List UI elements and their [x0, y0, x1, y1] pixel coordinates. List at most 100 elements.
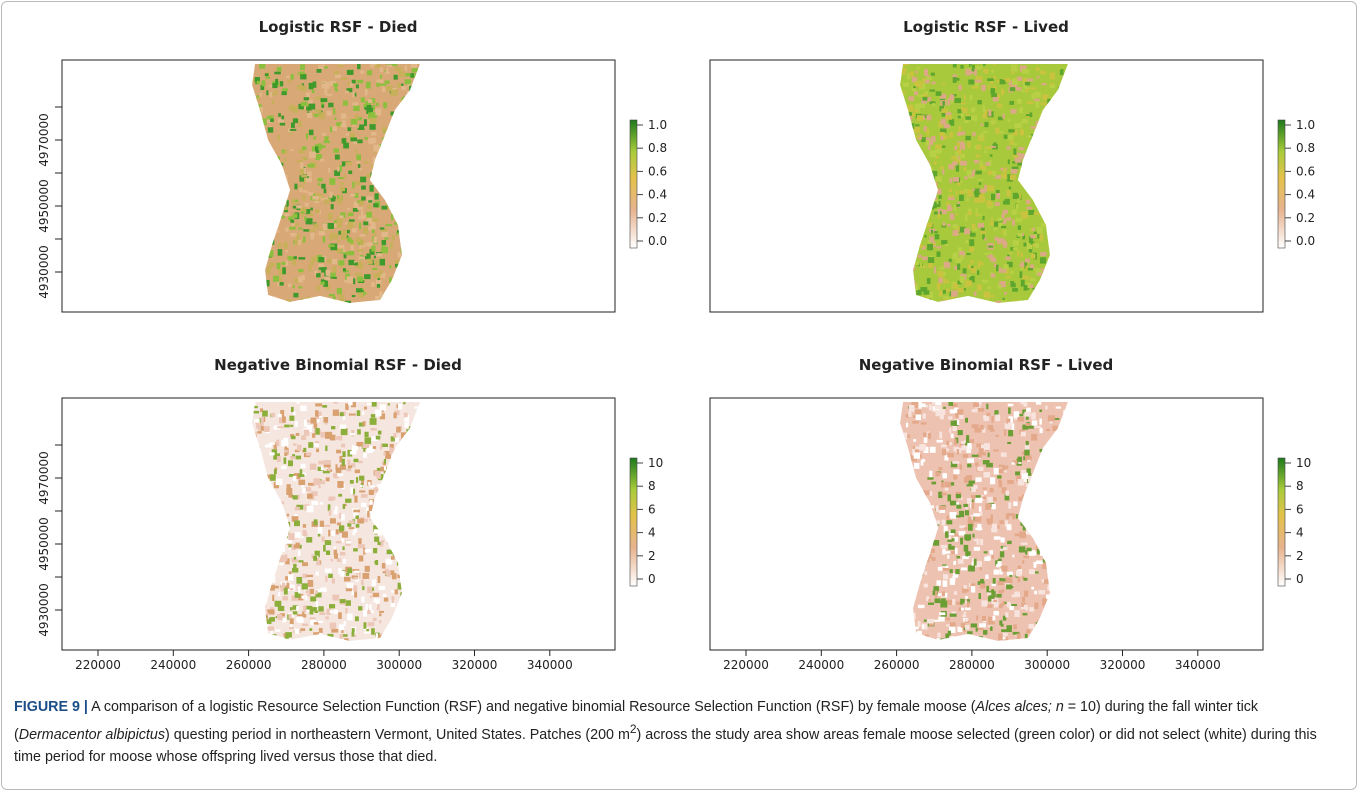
map-patch	[924, 235, 926, 237]
map-patch	[257, 596, 264, 599]
map-patch	[1065, 609, 1071, 616]
map-patch	[380, 227, 385, 229]
map-patch	[1037, 638, 1043, 645]
map-patch	[350, 433, 355, 435]
map-patch	[277, 539, 283, 542]
map-patch	[392, 207, 398, 210]
map-patch	[963, 454, 969, 458]
map-patch	[410, 515, 415, 518]
map-patch	[1048, 585, 1054, 591]
map-patch	[298, 560, 303, 562]
map-patch	[1042, 294, 1046, 298]
map-patch	[344, 645, 350, 650]
map-patch	[396, 535, 399, 540]
map-patch	[966, 304, 969, 309]
map-patch	[960, 161, 967, 166]
map-patch	[257, 589, 260, 596]
map-patch	[915, 262, 919, 265]
map-patch	[901, 454, 907, 459]
map-patch	[289, 227, 296, 230]
map-patch	[392, 198, 398, 203]
map-patch	[915, 238, 919, 240]
map-patch	[401, 247, 405, 253]
map-patch	[977, 628, 983, 630]
map-patch	[371, 246, 375, 252]
map-patch	[283, 201, 285, 205]
map-patch	[401, 84, 404, 86]
map-patch	[291, 558, 294, 562]
map-patch	[988, 110, 991, 117]
map-patch	[361, 97, 365, 102]
map-patch	[1069, 283, 1073, 288]
map-patch	[368, 482, 370, 486]
map-patch	[342, 459, 345, 466]
map-patch	[1039, 114, 1046, 120]
map-patch	[401, 305, 408, 311]
map-patch	[362, 573, 369, 579]
map-patch	[411, 451, 416, 455]
map-patch	[1051, 490, 1054, 497]
map-patch	[925, 181, 930, 185]
map-patch	[392, 167, 394, 173]
map-patch	[985, 503, 991, 510]
map-patch	[336, 450, 341, 454]
map-patch	[321, 184, 325, 189]
map-patch	[958, 607, 961, 611]
map-patch	[306, 107, 311, 111]
map-patch	[334, 71, 339, 75]
map-patch	[266, 475, 270, 479]
map-patch	[270, 474, 276, 481]
map-patch	[420, 605, 425, 611]
map-patch	[1053, 261, 1058, 267]
map-patch	[285, 642, 291, 647]
map-patch	[328, 574, 333, 578]
map-patch	[950, 512, 957, 519]
map-patch	[373, 203, 378, 207]
map-patch	[387, 550, 393, 555]
map-patch	[417, 623, 422, 625]
map-patch	[1028, 426, 1034, 429]
map-patch	[414, 407, 418, 409]
map-patch	[360, 71, 364, 74]
map-patch	[907, 292, 911, 299]
map-patch	[283, 159, 286, 161]
map-patch	[944, 306, 948, 309]
map-patch	[1067, 481, 1070, 484]
map-patch	[284, 151, 288, 155]
map-patch	[1035, 244, 1039, 248]
colorbar-label: 8	[648, 479, 656, 493]
map-patch	[250, 288, 253, 291]
map-patch	[957, 420, 959, 425]
map-patch	[407, 618, 414, 624]
map-patch	[951, 434, 954, 439]
map-patch	[1014, 592, 1019, 597]
map-patch	[1011, 210, 1017, 215]
map-patch	[277, 67, 282, 71]
map-patch	[1027, 79, 1033, 82]
map-patch	[395, 149, 397, 152]
map-patch	[1055, 560, 1058, 566]
map-patch	[934, 620, 941, 622]
map-patch	[905, 612, 912, 616]
map-patch	[1011, 302, 1015, 306]
map-patch	[906, 523, 908, 528]
map-patch	[1029, 624, 1034, 629]
map-patch	[964, 612, 967, 614]
map-patch	[941, 482, 944, 488]
map-patch	[1008, 135, 1014, 140]
map-patch	[902, 506, 907, 509]
map-patch	[960, 276, 965, 283]
map-patch	[268, 190, 273, 193]
map-patch	[1008, 159, 1010, 164]
map-patch	[261, 601, 266, 608]
map-patch	[325, 616, 328, 619]
map-patch	[967, 142, 970, 148]
map-patch	[965, 608, 971, 611]
map-patch	[289, 571, 292, 574]
map-patch	[990, 488, 994, 493]
map-patch	[1020, 271, 1023, 278]
map-patch	[991, 416, 993, 423]
map-patch	[948, 631, 951, 636]
map-patch	[364, 107, 371, 110]
map-patch	[903, 260, 907, 265]
